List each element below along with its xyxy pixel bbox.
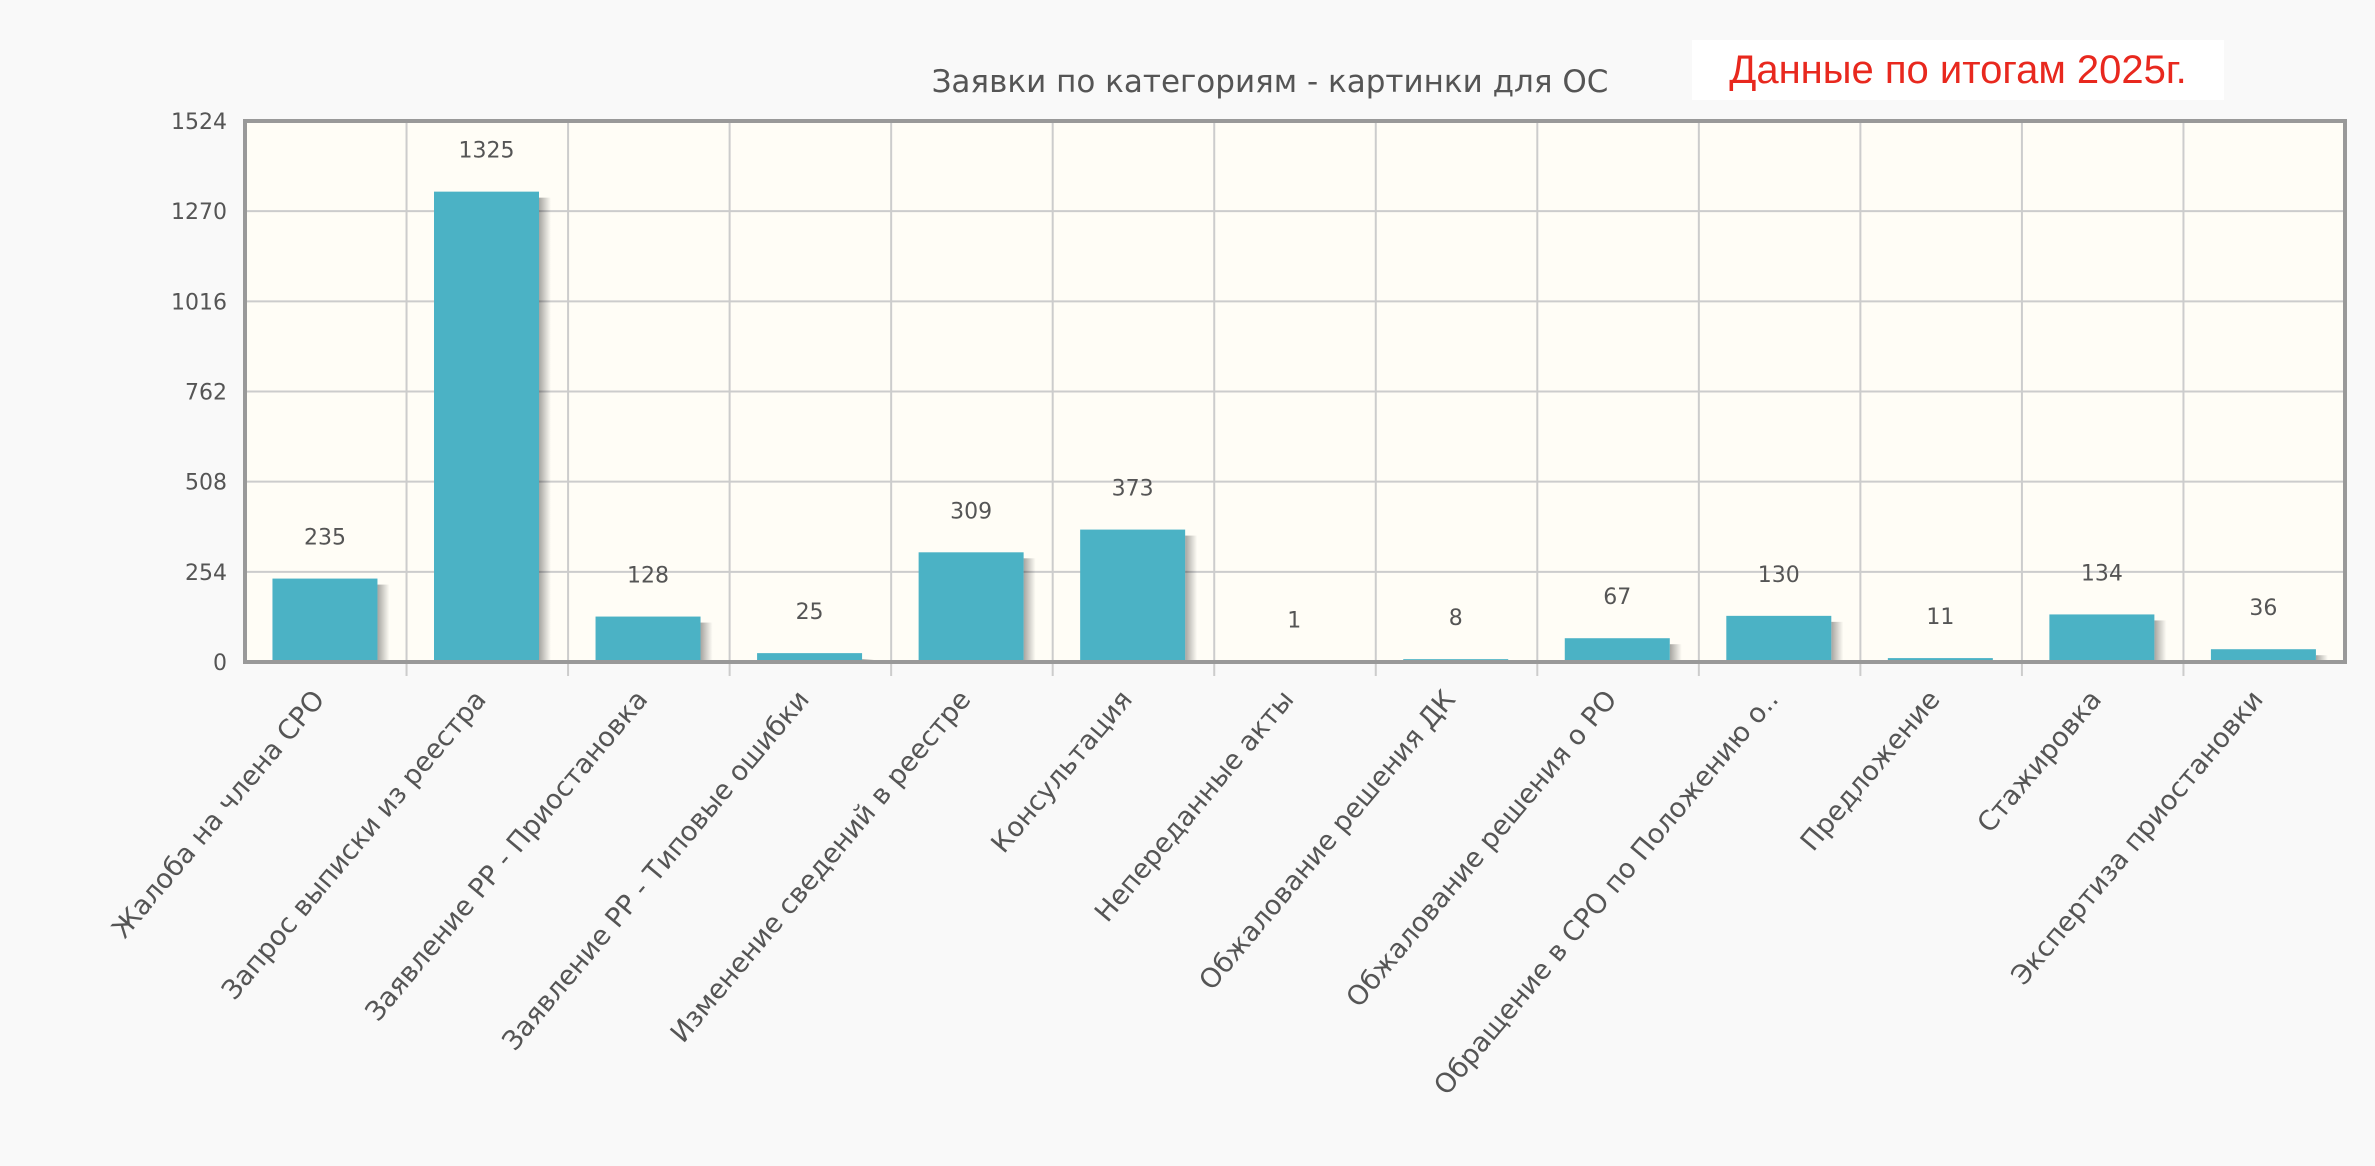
data-label: 8 — [1449, 606, 1463, 631]
data-label: 25 — [796, 600, 824, 625]
chart-title: Заявки по категориям - картинки для ОС — [932, 64, 1609, 100]
data-label: 11 — [1926, 605, 1954, 630]
data-label: 373 — [1112, 477, 1154, 502]
x-tick-label: Заявление РР - Типовые ошибки — [497, 685, 816, 1057]
bar — [434, 191, 539, 662]
x-tick-label: Консультация — [985, 685, 1138, 859]
bar — [1564, 638, 1670, 662]
x-tick-label: Обжалование решения ДК — [1193, 685, 1461, 997]
bar-shadow — [2315, 655, 2328, 662]
x-tick-label: Обращение в СРО по Положению о.. — [1428, 685, 1785, 1102]
x-tick-label: Заявление РР - Приостановка — [360, 685, 655, 1028]
data-label: 1325 — [459, 139, 515, 164]
bar — [1080, 529, 1186, 662]
bar — [1726, 615, 1832, 662]
bar-shadow — [700, 622, 713, 662]
data-label: 36 — [2249, 596, 2277, 621]
annotation-note: Данные по итогам 2025г. — [1692, 40, 2224, 100]
data-label: 130 — [1758, 563, 1800, 588]
data-label: 1 — [1287, 609, 1301, 634]
data-label: 134 — [2081, 561, 2123, 586]
y-tick-label: 254 — [185, 561, 227, 586]
bar — [2210, 649, 2316, 662]
bar — [595, 616, 701, 662]
data-label: 235 — [304, 526, 346, 551]
x-tick-label: Запрос выписки из реестра — [216, 685, 493, 1006]
x-tick-label: Стажировка — [1972, 685, 2109, 839]
y-tick-label: 762 — [185, 381, 227, 406]
y-tick-label: 1524 — [171, 110, 227, 135]
bar — [2049, 614, 2155, 662]
bar-shadow — [1185, 535, 1198, 662]
bar-shadow — [2154, 620, 2167, 662]
bar-shadow — [539, 197, 551, 662]
y-tick-label: 1270 — [171, 200, 227, 225]
bar-shadow — [1831, 621, 1844, 662]
x-tick-label: Предложение — [1795, 685, 1947, 858]
y-tick-label: 1016 — [171, 290, 227, 315]
y-tick-label: 0 — [213, 651, 227, 676]
y-tick-label: 508 — [185, 471, 227, 496]
bar — [918, 552, 1024, 662]
data-label: 128 — [627, 564, 669, 589]
plot-border — [243, 119, 2347, 664]
bar-shadow — [1023, 558, 1036, 662]
data-label: 309 — [950, 499, 992, 524]
bar-shadow — [377, 584, 390, 662]
data-label: 67 — [1603, 585, 1631, 610]
bar — [757, 653, 863, 662]
x-tick-label: Изменение сведений в реестре — [665, 685, 978, 1049]
bar — [272, 578, 378, 662]
x-tick-label: Обжалование решения о РО — [1341, 685, 1624, 1014]
bar-shadow — [1669, 644, 1682, 662]
